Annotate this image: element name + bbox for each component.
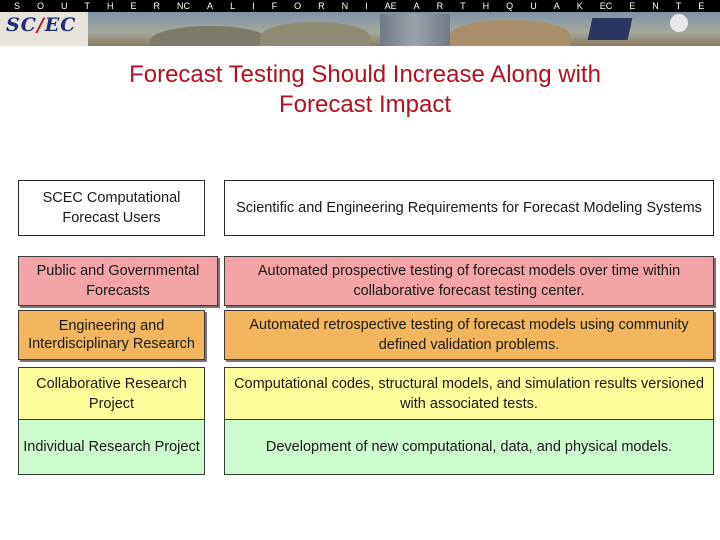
table-row: Individual Research Project Development …: [18, 419, 718, 475]
gps-antenna-photo: [670, 14, 688, 32]
scec-logo: SC/EC: [6, 14, 77, 36]
banner-strip: [0, 0, 720, 12]
row-req-versioned: Computational codes, structural models, …: [224, 367, 714, 421]
row-req-development: Development of new computational, data, …: [224, 419, 714, 475]
row-req-prospective: Automated prospective testing of forecas…: [224, 256, 714, 306]
table-row: Public and Governmental Forecasts Automa…: [18, 256, 718, 306]
row-user-individual: Individual Research Project: [18, 419, 205, 475]
banner-word-center: CENTER: [605, 1, 705, 11]
slide-title-line-1: Forecast Testing Should Increase Along w…: [129, 61, 601, 88]
header-requirements: Scientific and Engineering Requirements …: [224, 180, 714, 236]
table-row: Engineering and Interdisciplinary Resear…: [18, 310, 718, 360]
row-user-engineering: Engineering and Interdisciplinary Resear…: [18, 310, 205, 360]
banner-photo-montage: [0, 12, 720, 46]
slide-title-line-2: Forecast Impact: [278, 91, 452, 118]
logo-area: [0, 12, 88, 46]
header-users: SCEC Computational Forecast Users: [18, 180, 205, 236]
table-header-row: SCEC Computational Forecast Users Scient…: [18, 180, 718, 236]
slide-title: Forecast Testing Should Increase Along w…: [40, 60, 690, 120]
row-user-public: Public and Governmental Forecasts: [18, 256, 218, 306]
table-row: Collaborative Research Project Computati…: [18, 367, 718, 421]
row-user-collaborative: Collaborative Research Project: [18, 367, 205, 421]
row-req-retrospective: Automated retrospective testing of forec…: [224, 310, 714, 360]
solar-panel-photo: [587, 18, 633, 40]
